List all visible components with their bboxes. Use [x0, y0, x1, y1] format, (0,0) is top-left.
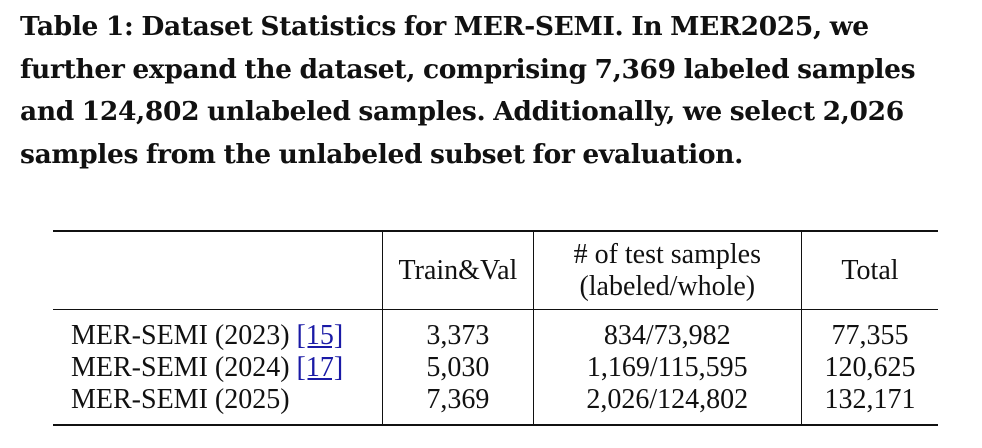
citation-link[interactable]: [15] — [296, 320, 344, 351]
row-train-val: 5,030 — [382, 352, 534, 384]
table-header-row: Train&Val # of test samples (labeled/who… — [53, 230, 938, 310]
row-total: 132,171 — [800, 384, 938, 426]
dataset-name-text: MER-SEMI (2024) — [71, 352, 290, 383]
row-total: 77,355 — [800, 309, 938, 352]
row-train-val: 3,373 — [382, 309, 534, 352]
table-row: MER-SEMI (2023) [15] 3,373 834/73,982 77… — [53, 309, 938, 353]
table-row: MER-SEMI (2025) 7,369 2,026/124,802 132,… — [53, 384, 938, 426]
header-test-samples: # of test samples (labeled/whole) — [532, 230, 802, 310]
header-total: Total — [800, 230, 938, 310]
header-dataset — [53, 230, 383, 310]
table-caption: Table 1: Dataset Statistics for MER-SEMI… — [20, 11, 916, 170]
row-test-samples: 1,169/115,595 — [532, 352, 802, 384]
citation-link[interactable]: [17] — [296, 352, 344, 383]
row-dataset-name: MER-SEMI (2025) — [53, 384, 383, 426]
table-row: MER-SEMI (2024) [17] 5,030 1,169/115,595… — [53, 352, 938, 384]
dataset-statistics-table: Train&Val # of test samples (labeled/who… — [53, 230, 938, 426]
row-total: 120,625 — [800, 352, 938, 384]
row-dataset-name: MER-SEMI (2024) [17] — [53, 352, 383, 384]
header-train-val: Train&Val — [382, 230, 534, 310]
dataset-name-text: MER-SEMI (2023) — [71, 320, 290, 351]
dataset-name-text: MER-SEMI (2025) — [71, 384, 290, 415]
header-test-samples-line2: (labeled/whole) — [579, 270, 756, 302]
row-test-samples: 2,026/124,802 — [532, 384, 802, 426]
row-test-samples: 834/73,982 — [532, 309, 802, 352]
header-test-samples-line1: # of test samples — [573, 238, 761, 270]
row-train-val: 7,369 — [382, 384, 534, 426]
row-dataset-name: MER-SEMI (2023) [15] — [53, 310, 383, 353]
